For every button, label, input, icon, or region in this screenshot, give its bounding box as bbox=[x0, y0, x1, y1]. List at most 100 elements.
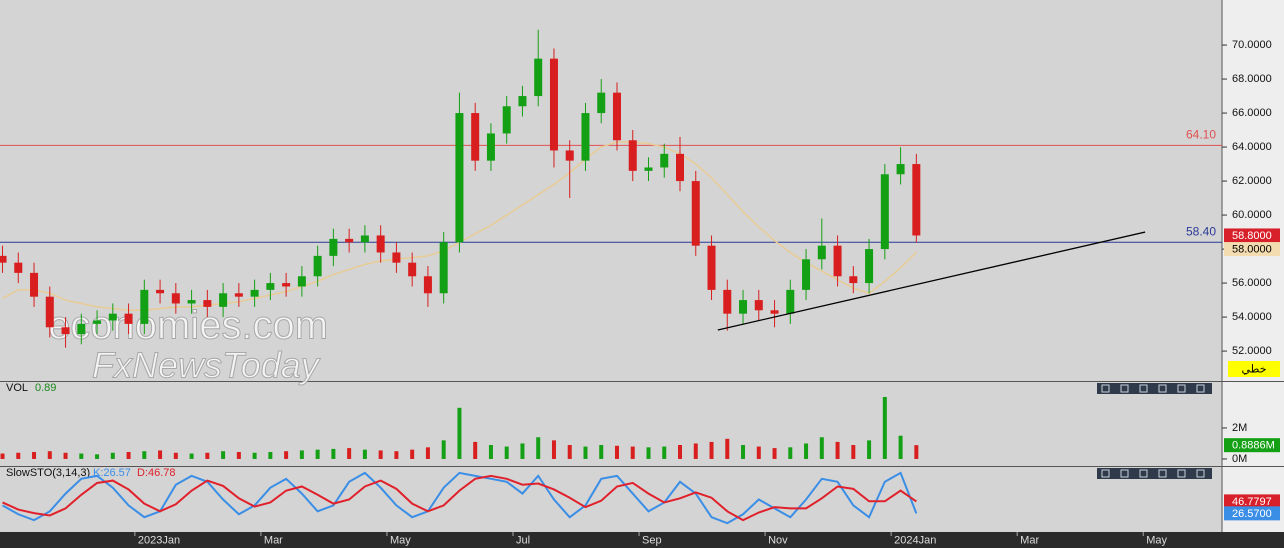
y-tick-label: 0M bbox=[1232, 453, 1247, 465]
candle-body bbox=[723, 289, 732, 314]
y-tick-label: 56.0000 bbox=[1232, 277, 1272, 289]
volume-bar bbox=[867, 440, 872, 459]
volume-bar bbox=[741, 445, 746, 459]
price-tag bbox=[1224, 228, 1280, 243]
candle-body bbox=[691, 181, 700, 246]
candle-body bbox=[581, 113, 590, 161]
candle-body bbox=[518, 96, 527, 107]
candle-body bbox=[802, 259, 811, 290]
volume-bar bbox=[551, 440, 556, 459]
volume-bar bbox=[599, 445, 604, 459]
y-tick-label: 70.0000 bbox=[1232, 39, 1272, 51]
candle-body bbox=[297, 276, 306, 287]
toolbar-button[interactable] bbox=[1120, 469, 1129, 478]
y-tick-label: 68.0000 bbox=[1232, 73, 1272, 85]
candle-body bbox=[912, 164, 921, 236]
volume-bar bbox=[63, 452, 68, 459]
y-tick-label: 64.0000 bbox=[1232, 141, 1272, 153]
x-tick-label: Mar bbox=[1020, 534, 1039, 546]
candle-body bbox=[156, 289, 165, 294]
candle-body bbox=[45, 296, 54, 328]
volume-bar bbox=[32, 451, 37, 459]
candle-body bbox=[140, 289, 149, 324]
panel-toolbar[interactable] bbox=[1097, 468, 1212, 479]
volume-bar bbox=[236, 451, 241, 459]
toolbar-button[interactable] bbox=[1139, 384, 1148, 393]
price-tag-label: 58.8000 bbox=[1232, 230, 1272, 242]
volume-bar bbox=[882, 396, 887, 459]
candle-body bbox=[739, 300, 748, 314]
candle-body bbox=[108, 313, 117, 321]
trend-line bbox=[717, 231, 1146, 331]
candle-body bbox=[187, 300, 196, 304]
x-tick-label: May bbox=[1146, 534, 1167, 546]
candle-body bbox=[880, 174, 889, 250]
toolbar-button[interactable] bbox=[1158, 469, 1167, 478]
candle-body bbox=[61, 327, 70, 335]
toolbar-button[interactable] bbox=[1158, 384, 1167, 393]
panel-toolbar[interactable] bbox=[1097, 383, 1212, 394]
candle-body bbox=[360, 235, 369, 243]
candle-body bbox=[565, 150, 574, 161]
panel-value: D:46.78 bbox=[137, 467, 176, 479]
volume-bar bbox=[788, 447, 793, 459]
style-label[interactable]: خطي bbox=[1242, 363, 1267, 375]
style-box[interactable] bbox=[1228, 361, 1280, 377]
volume-bar bbox=[583, 446, 588, 459]
candle-body bbox=[786, 289, 795, 314]
candle-body bbox=[455, 113, 464, 243]
candle-body bbox=[392, 252, 401, 263]
candle-body bbox=[376, 235, 385, 253]
volume-bar bbox=[898, 435, 903, 459]
panel-value: K:26.57 bbox=[93, 467, 131, 479]
toolbar-button[interactable] bbox=[1177, 469, 1186, 478]
panel-value: 0.89 bbox=[35, 382, 56, 394]
panel-title: VOL bbox=[6, 382, 28, 394]
oscillator-line bbox=[2, 471, 918, 525]
candle-body bbox=[534, 58, 543, 97]
candle-body bbox=[896, 164, 905, 175]
volume-bar bbox=[835, 441, 840, 459]
watermark-text: FxNewsToday bbox=[92, 345, 321, 386]
volume-bar bbox=[441, 440, 446, 459]
candle-body bbox=[486, 133, 495, 161]
x-tick-label: Jul bbox=[516, 534, 530, 546]
candle-body bbox=[612, 92, 621, 141]
volume-bar bbox=[299, 450, 304, 459]
x-tick-label: 2023Jan bbox=[138, 534, 180, 546]
candle-body bbox=[628, 140, 637, 171]
price-tag-label: 0.8886M bbox=[1232, 440, 1275, 452]
toolbar-button[interactable] bbox=[1196, 469, 1205, 478]
candle-body bbox=[219, 293, 228, 307]
panel-title: SlowSTO(3,14,3) bbox=[6, 467, 90, 479]
candle-body bbox=[30, 272, 39, 297]
candle-body bbox=[171, 293, 180, 304]
volume-bar bbox=[804, 443, 809, 459]
toolbar-button[interactable] bbox=[1139, 469, 1148, 478]
candle-body bbox=[234, 293, 243, 297]
toolbar-button[interactable] bbox=[1177, 384, 1186, 393]
toolbar-button[interactable] bbox=[1196, 384, 1205, 393]
x-tick-label: May bbox=[390, 534, 411, 546]
candle-body bbox=[124, 313, 133, 324]
y-tick-label: 52.0000 bbox=[1232, 345, 1272, 357]
price-tag bbox=[1224, 494, 1280, 509]
candle-body bbox=[266, 283, 275, 290]
volume-bar bbox=[0, 453, 5, 459]
volume-bar bbox=[410, 449, 415, 459]
volume-bar bbox=[189, 453, 194, 459]
toolbar-button[interactable] bbox=[1120, 384, 1129, 393]
volume-bar bbox=[520, 443, 525, 459]
candle-body bbox=[282, 283, 291, 287]
toolbar-button[interactable] bbox=[1101, 384, 1110, 393]
candle-body bbox=[250, 289, 259, 297]
y-tick-label: 62.0000 bbox=[1232, 175, 1272, 187]
volume-bar bbox=[425, 447, 430, 459]
toolbar-button[interactable] bbox=[1101, 469, 1110, 478]
volume-bar bbox=[473, 441, 478, 459]
volume-bar bbox=[284, 451, 289, 459]
candle-body bbox=[471, 113, 480, 161]
time-axis-area bbox=[0, 532, 1284, 548]
volume-bar bbox=[488, 445, 493, 459]
